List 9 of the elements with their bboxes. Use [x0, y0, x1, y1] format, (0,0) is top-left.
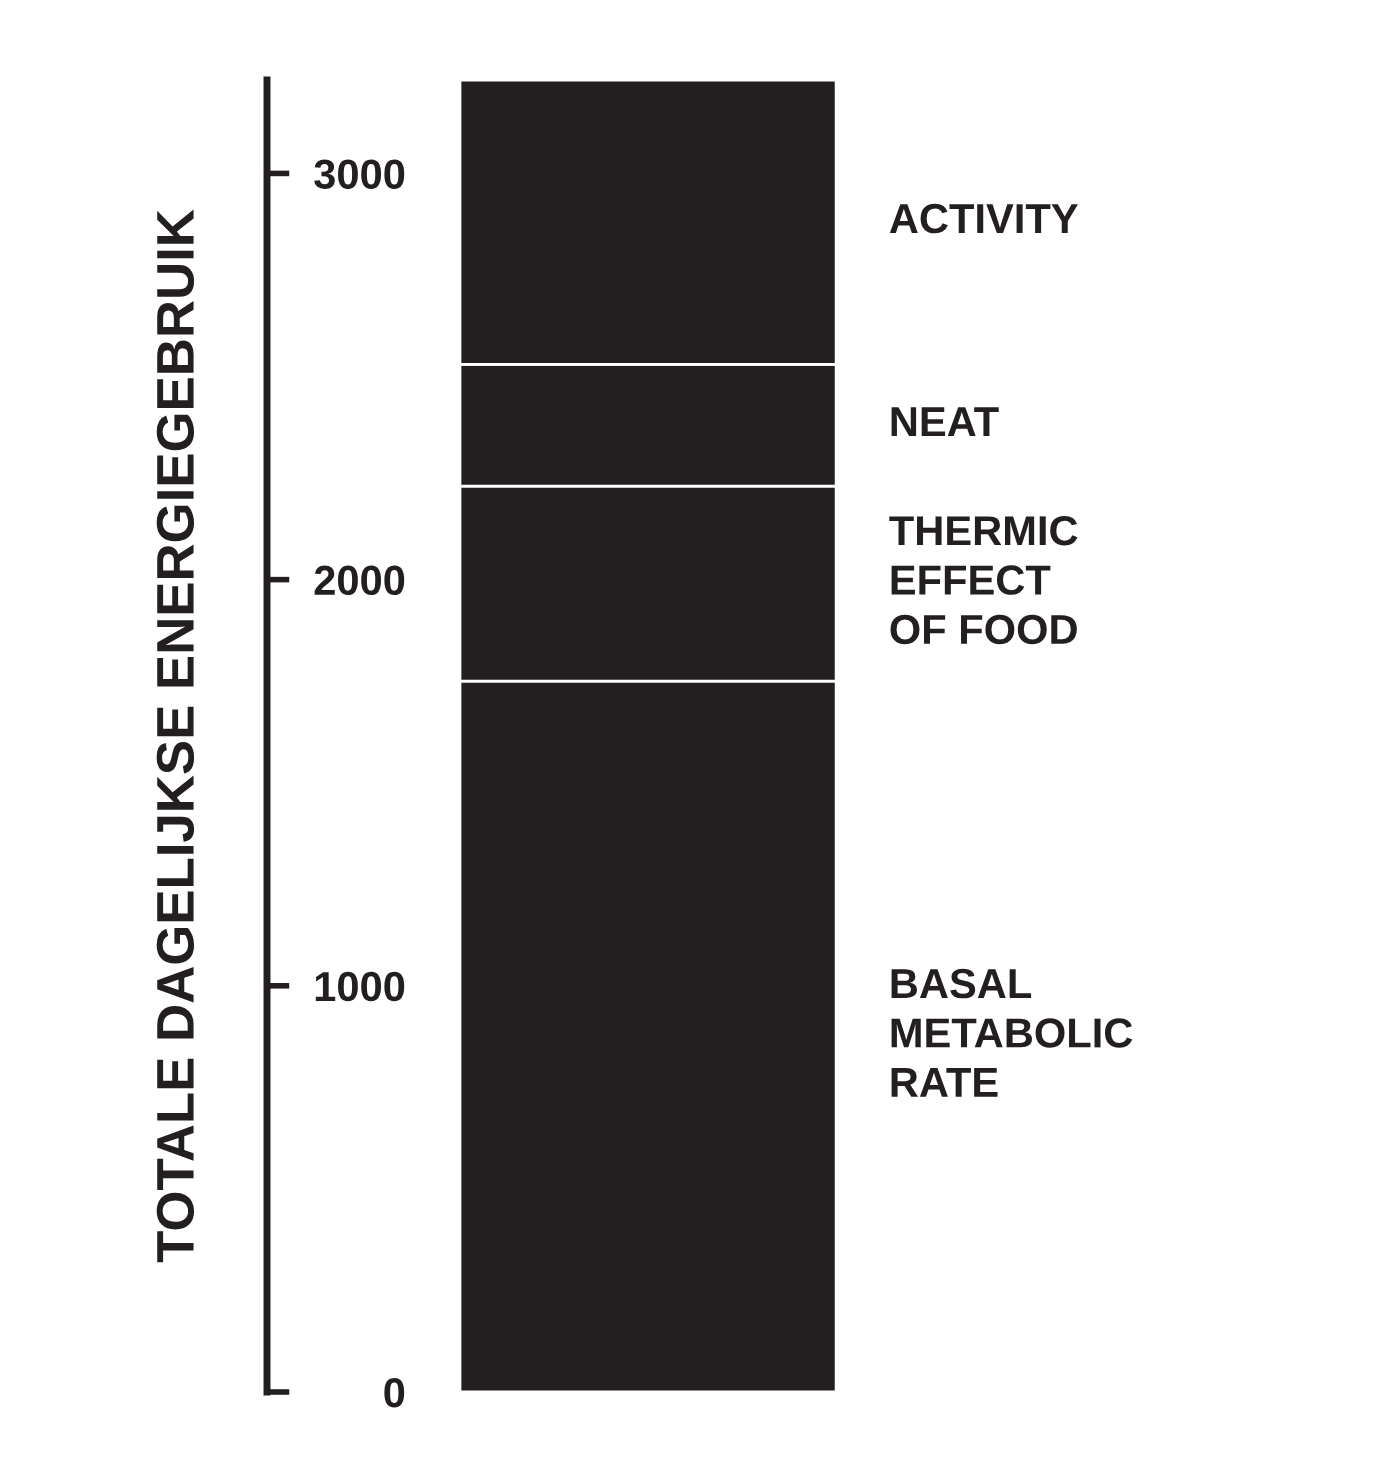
series-label: ACTIVITY	[889, 203, 1078, 234]
series-label: NEAT	[891, 407, 999, 437]
y-axis-title: TOTALE DAGELIJKSE ENERGIEGEBRUIK	[156, 209, 195, 1263]
series-label: THERMIC EFFECT OF FOOD	[889, 515, 1078, 645]
y-tick-label: 3000	[314, 159, 405, 189]
y-tick-label: 0	[384, 1378, 405, 1408]
series-label: BASAL METABOLIC RATE	[891, 968, 1133, 1097]
y-tick-label: 1000	[315, 971, 405, 1002]
y-tick-label: 2000	[314, 565, 405, 596]
